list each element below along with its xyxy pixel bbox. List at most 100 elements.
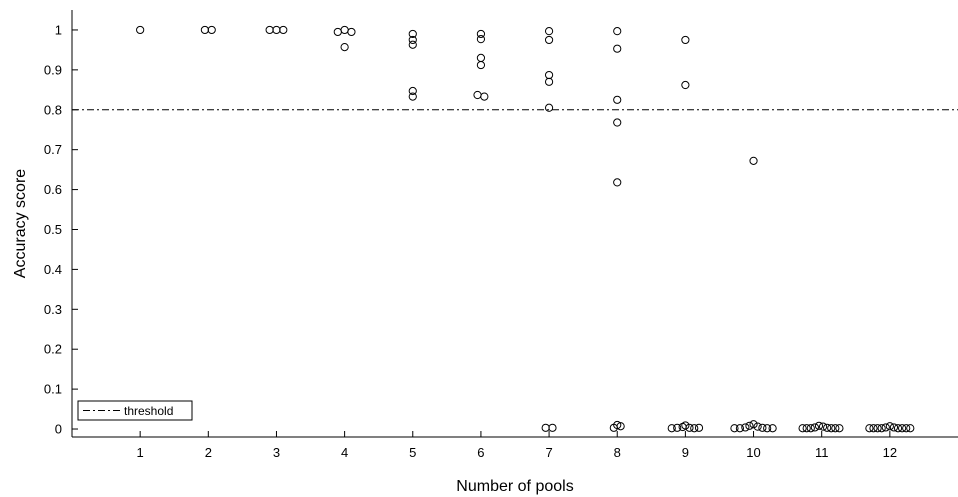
y-tick-label: 0.5 <box>44 222 62 237</box>
data-point <box>408 86 417 96</box>
data-point <box>340 25 349 35</box>
x-tick-label: 5 <box>409 445 416 460</box>
data-point <box>265 25 274 35</box>
data-point <box>476 35 486 44</box>
x-tick-label: 8 <box>614 445 621 460</box>
y-tick-label: 1 <box>55 22 62 37</box>
y-tick-label: 0.2 <box>44 342 62 357</box>
data-point <box>869 424 878 433</box>
data-point <box>473 90 482 100</box>
data-point <box>272 25 281 35</box>
data-point <box>480 92 489 101</box>
y-tick-label: 0.7 <box>44 142 62 157</box>
legend: threshold <box>77 400 193 421</box>
data-point <box>877 424 886 433</box>
data-point <box>902 424 911 433</box>
data-point <box>408 29 417 39</box>
data-point <box>476 60 486 70</box>
data-point <box>544 35 554 45</box>
data-point <box>613 27 622 36</box>
x-tick-label: 4 <box>341 445 348 460</box>
data-point <box>881 423 890 432</box>
data-point <box>749 156 758 165</box>
x-tick-label: 7 <box>545 445 552 460</box>
y-tick-label: 0.6 <box>44 182 62 197</box>
data-point <box>741 423 750 432</box>
data-point <box>685 423 694 432</box>
data-point <box>814 421 824 430</box>
y-axis: 0 0.1 0.2 0.3 0.4 0.5 0.6 0.7 0.8 0.9 1 <box>44 22 78 437</box>
data-point <box>694 423 704 432</box>
data-point <box>408 35 417 45</box>
data-point <box>898 424 907 433</box>
data-point <box>347 27 356 37</box>
x-tick-label: 3 <box>273 445 280 460</box>
x-tick-label: 11 <box>815 445 829 460</box>
x-tick-label: 1 <box>137 445 144 460</box>
data-point <box>544 103 554 112</box>
data-point <box>544 70 554 80</box>
data-point <box>893 424 903 433</box>
data-point <box>810 423 819 432</box>
x-tick-label: 2 <box>205 445 212 460</box>
plot-frame <box>71 10 958 438</box>
y-tick-label: 0.3 <box>44 302 62 317</box>
data-point <box>745 421 754 430</box>
data-point <box>673 423 682 432</box>
y-tick-label: 0.4 <box>44 262 62 277</box>
data-point <box>865 424 874 433</box>
data-point <box>279 25 288 35</box>
data-point <box>768 424 777 433</box>
data-points <box>136 25 915 433</box>
y-tick-label: 0.9 <box>44 62 62 77</box>
data-point <box>681 80 690 90</box>
data-point <box>889 423 899 432</box>
data-point <box>548 423 557 432</box>
data-point <box>873 424 882 433</box>
data-point <box>408 40 417 49</box>
x-tick-label: 9 <box>682 445 689 460</box>
data-point <box>806 424 815 433</box>
data-point <box>735 424 745 433</box>
data-point <box>681 421 690 430</box>
data-point <box>798 424 807 433</box>
y-tick-label: 0.8 <box>44 102 62 117</box>
data-point <box>333 27 342 37</box>
data-point <box>831 424 840 433</box>
data-point <box>207 25 216 35</box>
data-point <box>823 423 832 432</box>
data-point <box>408 92 417 101</box>
data-point <box>613 118 622 127</box>
data-point <box>613 95 622 104</box>
x-tick-label: 10 <box>746 445 760 460</box>
y-tick-label: 0.1 <box>44 382 62 397</box>
data-point <box>544 77 554 86</box>
data-point <box>827 424 836 433</box>
y-tick-label: 0 <box>55 422 62 437</box>
data-point <box>749 420 758 429</box>
data-point <box>200 25 209 35</box>
x-tick-label: 12 <box>883 445 897 460</box>
data-point <box>616 422 625 431</box>
data-point <box>613 178 622 187</box>
data-point <box>802 424 811 433</box>
data-point <box>730 424 739 433</box>
data-point <box>544 27 554 36</box>
legend-box <box>77 400 193 421</box>
data-point <box>818 422 828 431</box>
data-point <box>906 424 915 433</box>
data-point <box>476 29 486 39</box>
data-point <box>681 35 690 45</box>
data-point <box>690 424 699 433</box>
data-point <box>667 424 676 433</box>
data-point <box>753 422 762 431</box>
data-point <box>758 423 767 432</box>
x-axis: 1 2 3 4 5 6 7 8 9 10 11 12 <box>137 431 897 460</box>
x-tick-label: 6 <box>477 445 484 460</box>
y-axis-title: Accuracy score <box>12 169 29 278</box>
legend-threshold-label: threshold <box>124 404 173 418</box>
data-point <box>835 424 844 433</box>
data-point <box>541 423 550 432</box>
data-point <box>136 25 145 35</box>
